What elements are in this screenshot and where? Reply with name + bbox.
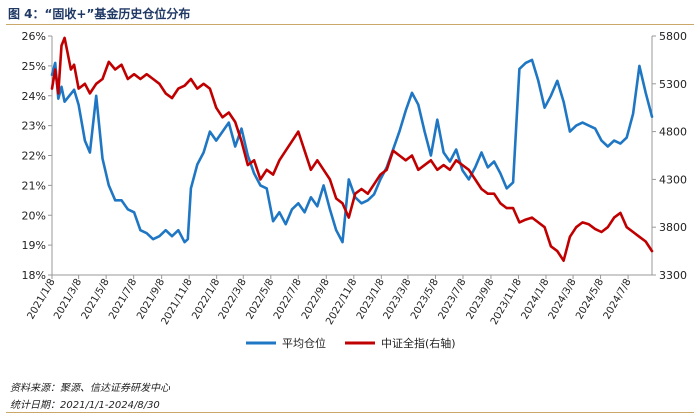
series-lines (50, 36, 654, 263)
source-note: 资料来源：聚源、信达证券研发中心 (10, 383, 170, 394)
left-tick-label: 18% (22, 269, 46, 282)
legend-label-avg-position: 平均仓位 (282, 336, 326, 350)
left-tick-label: 21% (22, 179, 46, 192)
x-axis: 2021/1/82021/3/82021/5/82021/7/82021/9/8… (26, 275, 634, 327)
x-tick-label: 2023/7/8 (437, 277, 469, 321)
right-tick-label: 4300 (659, 173, 687, 186)
right-tick-label: 5300 (659, 78, 687, 91)
right-axis: 5800 5300 4800 4300 3800 3300 (652, 30, 687, 282)
left-tick-label: 20% (22, 209, 46, 222)
figure-title: 图 4：“固收+”基金历史仓位分布 (8, 7, 191, 21)
x-tick-label: 2021/7/8 (107, 277, 139, 321)
left-axis: 26% 25% 24% 23% 22% 21% 20% 19% 18% (22, 30, 52, 282)
left-tick-label: 24% (22, 90, 46, 103)
right-tick-label: 3300 (659, 269, 687, 282)
date-range-note: 统计日期：2021/1/1-2024/8/30 (10, 400, 160, 411)
left-tick-label: 25% (22, 60, 46, 73)
right-tick-label: 4800 (659, 126, 687, 139)
left-tick-label: 26% (22, 30, 46, 43)
legend-label-csi-all: 中证全指(右轴) (381, 336, 456, 350)
csi-all-line (50, 36, 654, 263)
left-tick-label: 19% (22, 239, 46, 252)
legend: 平均仓位 中证全指(右轴) (246, 336, 456, 350)
right-tick-label: 3800 (659, 221, 687, 234)
left-tick-label: 22% (22, 150, 46, 163)
plot-frame (51, 36, 653, 276)
x-tick-label: 2022/7/8 (272, 277, 304, 321)
bottom-rule (6, 412, 694, 413)
x-tick-label: 2024/7/8 (602, 277, 634, 321)
title-bar: 图 4：“固收+”基金历史仓位分布 (6, 2, 694, 25)
left-tick-label: 23% (22, 120, 46, 133)
right-tick-label: 5800 (659, 30, 687, 43)
avg-position-line (50, 58, 654, 244)
